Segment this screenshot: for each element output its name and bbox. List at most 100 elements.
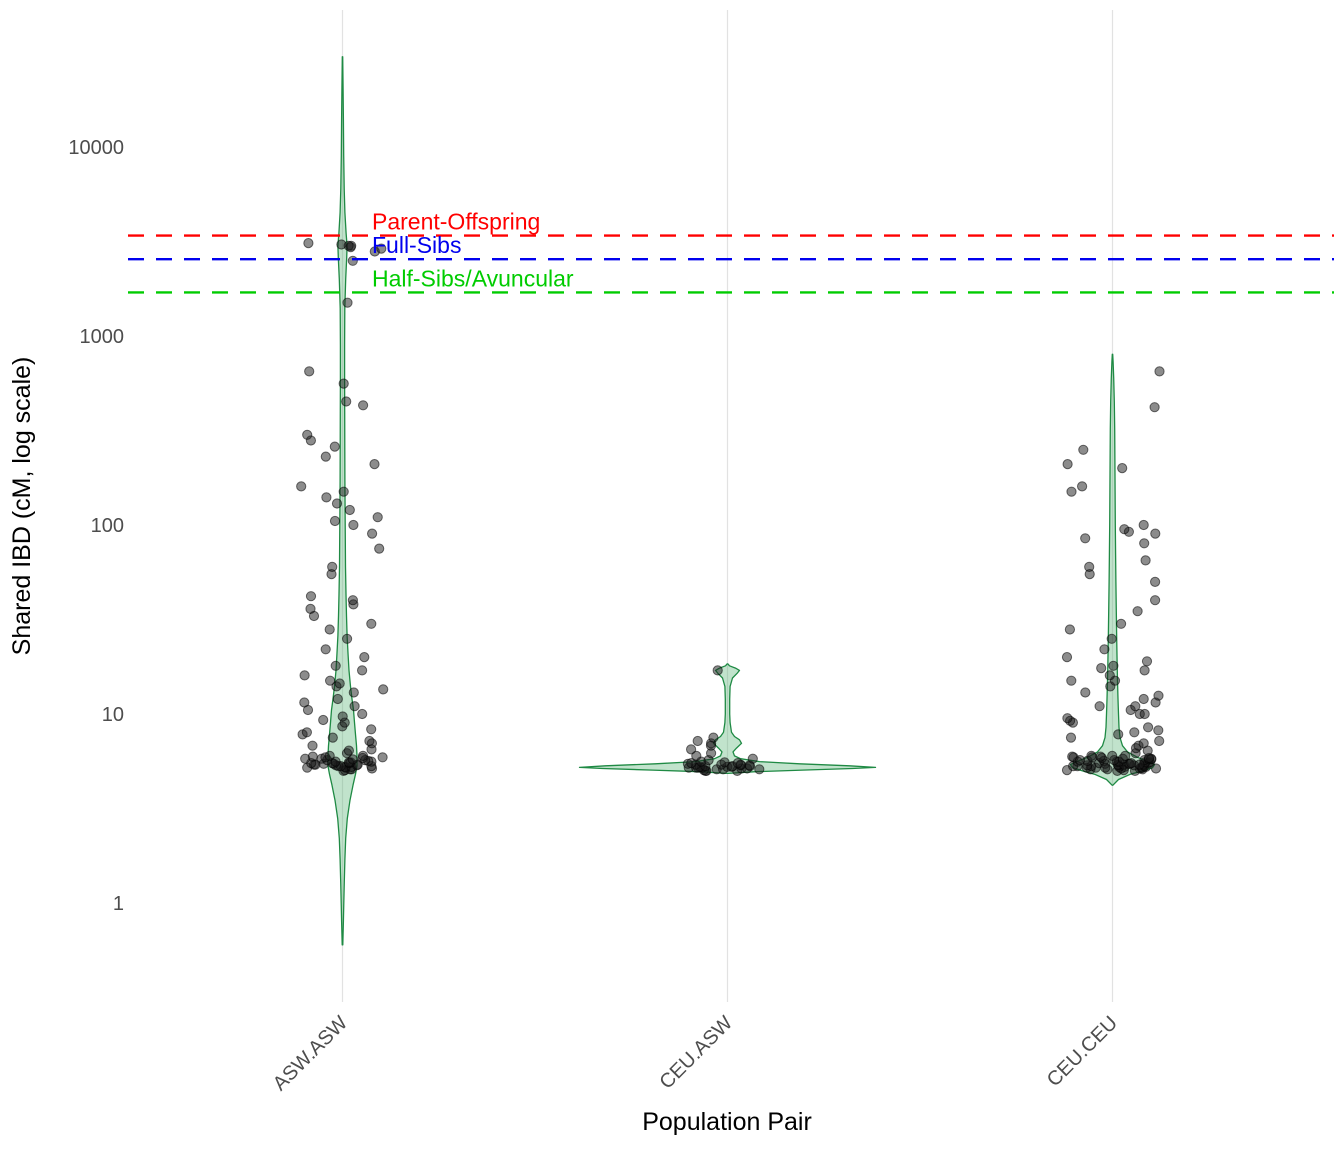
jitter-point: [1077, 481, 1088, 492]
jitter-point: [1134, 759, 1145, 770]
jitter-point: [327, 732, 338, 743]
jitter-point: [357, 665, 368, 676]
jitter-point: [1116, 618, 1127, 629]
jitter-point: [1153, 725, 1164, 736]
jitter-point: [327, 561, 338, 573]
jitter-point: [1139, 708, 1150, 720]
jitter-point: [1108, 660, 1119, 671]
jitter-point: [342, 633, 353, 644]
y-tick-label: 10: [102, 704, 124, 726]
jitter-point: [331, 498, 343, 509]
jitter-point: [692, 735, 703, 747]
jitter-point: [377, 752, 388, 763]
jitter-point: [1067, 751, 1078, 762]
jitter-point: [1106, 633, 1117, 644]
ref-line-label: Half-Sibs/Avuncular: [372, 265, 574, 291]
jitter-point: [349, 701, 360, 712]
jitter-point: [686, 744, 697, 755]
x-axis-tick-labels: ASW.ASW CEU.ASW CEU.CEU: [269, 1012, 1122, 1095]
jitter-point: [336, 239, 347, 250]
jitter-point: [1138, 738, 1149, 749]
jitter-point: [1149, 402, 1160, 413]
jitter-point: [324, 624, 335, 635]
jitter-point: [348, 519, 359, 531]
y-tick-label: 10000: [68, 137, 124, 159]
jitter-point: [330, 660, 341, 671]
jitter-point: [348, 687, 359, 698]
jitter-point: [1150, 595, 1161, 606]
jitter-point: [305, 603, 316, 615]
jitter-point: [320, 451, 331, 462]
jitter-point: [374, 543, 385, 554]
jitter-point: [1086, 750, 1097, 762]
jitter-point: [1061, 652, 1073, 663]
jitter-point: [691, 750, 702, 762]
y-tick-label: 1000: [80, 326, 125, 348]
jitter-point: [303, 238, 314, 249]
jitter-point: [732, 758, 743, 769]
violin-CEU.CEU: [1069, 353, 1156, 786]
jitter-point: [307, 751, 318, 762]
jitter-point: [357, 708, 368, 720]
y-tick-label: 100: [91, 515, 124, 537]
jitter-point: [366, 724, 377, 735]
x-axis-title: Population Pair: [642, 1108, 812, 1136]
jitter-point: [347, 255, 358, 266]
jitter-point: [342, 297, 353, 308]
jitter-point: [1062, 713, 1073, 724]
y-tick-label: 1: [113, 893, 124, 915]
jitter-point: [1066, 486, 1077, 497]
jitter-point: [1080, 687, 1091, 698]
x-tick-label: ASW.ASW: [269, 1012, 352, 1095]
jitter-point: [376, 243, 387, 254]
jitter-point: [325, 675, 336, 686]
jitter-point: [343, 745, 354, 756]
jitter-point: [1096, 663, 1107, 674]
jitter-point: [338, 486, 349, 497]
jitter-point: [1130, 701, 1141, 712]
jitter-point: [320, 644, 331, 655]
jitter-point: [1138, 693, 1149, 705]
jitter-point: [1153, 690, 1164, 701]
jitter-point: [1150, 576, 1161, 588]
ref-line-label: Full-Sibs: [372, 232, 461, 258]
x-tick-label: CEU.ASW: [655, 1012, 737, 1094]
ref-line-label: Parent-Offspring: [372, 209, 540, 235]
jitter-point: [337, 711, 348, 722]
y-axis-tick-labels: 1 10 100 1000 10000: [68, 137, 124, 915]
jitter-point: [305, 591, 317, 602]
jitter-point: [1107, 750, 1118, 762]
jitter-point: [301, 727, 312, 738]
jitter-point: [358, 400, 369, 411]
jitter-point: [1078, 444, 1089, 455]
jitter-point: [334, 678, 345, 689]
y-axis-title: Shared IBD (cM, log scale): [8, 357, 36, 656]
x-tick-label: CEU.CEU: [1043, 1012, 1122, 1091]
jitter-point: [1150, 763, 1162, 774]
jitter-point: [1139, 665, 1150, 676]
jitter-point: [372, 512, 383, 523]
jitter-point: [369, 459, 380, 470]
jitter-point: [367, 528, 378, 539]
jitter-point: [378, 684, 389, 695]
jitter-point: [1084, 561, 1095, 573]
jitter-point: [1139, 538, 1150, 549]
jitter-point: [686, 758, 697, 769]
jitter-point: [366, 618, 377, 629]
jitter-point: [299, 697, 310, 708]
jitter-point: [1062, 459, 1073, 470]
jitter-point: [329, 441, 340, 452]
jitter-point: [1095, 751, 1106, 762]
violins: [327, 56, 1156, 946]
jitter-point: [1080, 533, 1091, 544]
jitter-point: [1066, 675, 1077, 686]
jitter-point: [1143, 722, 1154, 733]
jitter-point: [1138, 519, 1149, 531]
jitter-point: [302, 429, 313, 440]
jitter-point: [747, 753, 758, 764]
jitter-point: [1094, 701, 1105, 712]
jitter-point: [299, 670, 310, 681]
jitter-point: [318, 714, 329, 726]
